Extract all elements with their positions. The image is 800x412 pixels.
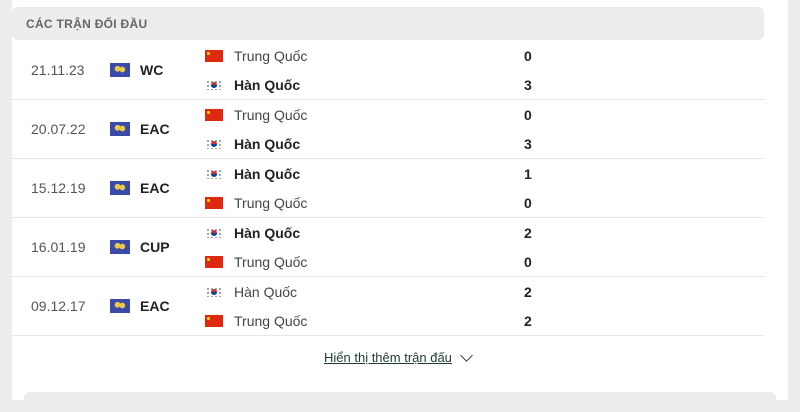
team-name: Hàn Quốc — [234, 225, 301, 241]
team-name: Hàn Quốc — [234, 284, 298, 300]
team-2-score: 3 — [524, 77, 532, 93]
match-date: 16.01.19 — [31, 239, 86, 255]
china-flag-icon — [205, 109, 223, 121]
team-2-score: 0 — [524, 195, 532, 211]
section-title: CÁC TRẬN ĐỐI ĐẦU — [12, 7, 764, 40]
competition-name: EAC — [140, 180, 170, 196]
show-more-link[interactable]: Hiển thị thêm trận đấu — [324, 349, 473, 365]
team-name: Trung Quốc — [234, 254, 308, 270]
match-row[interactable]: 16.01.19 CUP Hàn Quốc Trung Quốc 2 0 — [12, 218, 764, 277]
team-1-score: 2 — [524, 225, 532, 241]
team-1: Hàn Quốc — [205, 282, 297, 302]
china-flag-icon — [205, 197, 223, 209]
team-2: Trung Quốc — [205, 311, 307, 331]
team-name: Trung Quốc — [234, 48, 308, 64]
match-date: 21.11.23 — [31, 62, 85, 78]
match-row[interactable]: 15.12.19 EAC Hàn Quốc Trung Quốc 1 0 — [12, 159, 764, 218]
team-name: Hàn Quốc — [234, 166, 301, 182]
team-name: Trung Quốc — [234, 313, 308, 329]
chevron-down-icon — [460, 349, 473, 362]
korea-flag-icon — [205, 168, 223, 180]
team-name: Trung Quốc — [234, 195, 308, 211]
team-name: Hàn Quốc — [234, 77, 301, 93]
china-flag-icon — [205, 256, 223, 268]
head-to-head-panel — [12, 0, 788, 400]
team-2: Hàn Quốc — [205, 75, 300, 95]
team-2: Hàn Quốc — [205, 134, 300, 154]
team-1: Hàn Quốc — [205, 164, 300, 184]
competition-name: EAC — [140, 298, 170, 314]
team-1: Hàn Quốc — [205, 223, 300, 243]
match-row[interactable]: 21.11.23 WC Trung Quốc Hàn Quốc 0 3 — [12, 41, 764, 100]
china-flag-icon — [205, 315, 223, 327]
competition-name: EAC — [140, 121, 170, 137]
korea-flag-icon — [205, 286, 223, 298]
match-row[interactable]: 20.07.22 EAC Trung Quốc Hàn Quốc 0 3 — [12, 100, 764, 159]
competition-globe-icon — [110, 240, 130, 254]
china-flag-icon — [205, 50, 223, 62]
team-2-score: 2 — [524, 313, 532, 329]
show-more-label: Hiển thị thêm trận đấu — [324, 350, 452, 365]
team-2: Trung Quốc — [205, 252, 307, 272]
next-section-header — [24, 392, 776, 412]
korea-flag-icon — [205, 138, 223, 150]
match-date: 20.07.22 — [31, 121, 86, 137]
team-name: Hàn Quốc — [234, 136, 301, 152]
competition-globe-icon — [110, 63, 130, 77]
korea-flag-icon — [205, 79, 223, 91]
team-1-score: 0 — [524, 107, 532, 123]
team-1-score: 2 — [524, 284, 532, 300]
match-date: 09.12.17 — [31, 298, 86, 314]
match-row[interactable]: 09.12.17 EAC Hàn Quốc Trung Quốc 2 2 — [12, 277, 764, 336]
team-1-score: 1 — [524, 166, 532, 182]
match-date: 15.12.19 — [31, 180, 86, 196]
competition-globe-icon — [110, 122, 130, 136]
team-1: Trung Quốc — [205, 46, 307, 66]
team-2-score: 0 — [524, 254, 532, 270]
competition-globe-icon — [110, 181, 130, 195]
competition-name: WC — [140, 62, 164, 78]
korea-flag-icon — [205, 227, 223, 239]
team-1-score: 0 — [524, 48, 532, 64]
competition-globe-icon — [110, 299, 130, 313]
competition-name: CUP — [140, 239, 170, 255]
team-1: Trung Quốc — [205, 105, 307, 125]
team-2-score: 3 — [524, 136, 532, 152]
team-2: Trung Quốc — [205, 193, 307, 213]
match-list: 21.11.23 WC Trung Quốc Hàn Quốc 0 3 20.0… — [12, 41, 764, 336]
team-name: Trung Quốc — [234, 107, 308, 123]
